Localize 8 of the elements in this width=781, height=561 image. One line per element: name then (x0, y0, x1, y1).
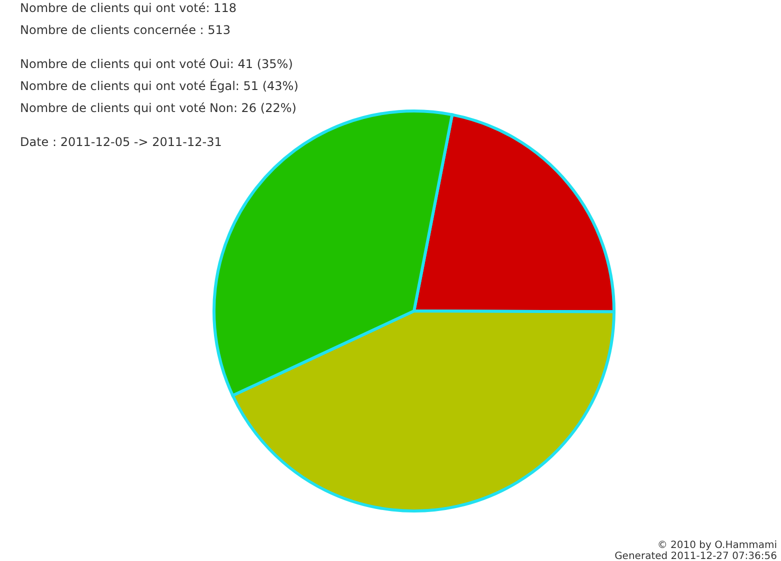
text: Nombre de clients qui ont voté Oui: 41 (35%) (20, 57, 293, 71)
text: Nombre de clients qui ont voté: 118 (20, 1, 236, 15)
text: Nombre de clients concernée : 513 (20, 23, 231, 37)
text: © 2010 by O.Hammami (657, 540, 777, 551)
text: Generated 2011-12-27 07:36:56 (614, 551, 777, 561)
text: Nombre de clients qui ont voté Non: 26 (22%) (20, 101, 296, 115)
text: Nombre de clients qui ont voté Égal: 51 (43%) (20, 78, 298, 93)
text: Date : 2011-12-05 -> 2011-12-31 (20, 135, 222, 149)
